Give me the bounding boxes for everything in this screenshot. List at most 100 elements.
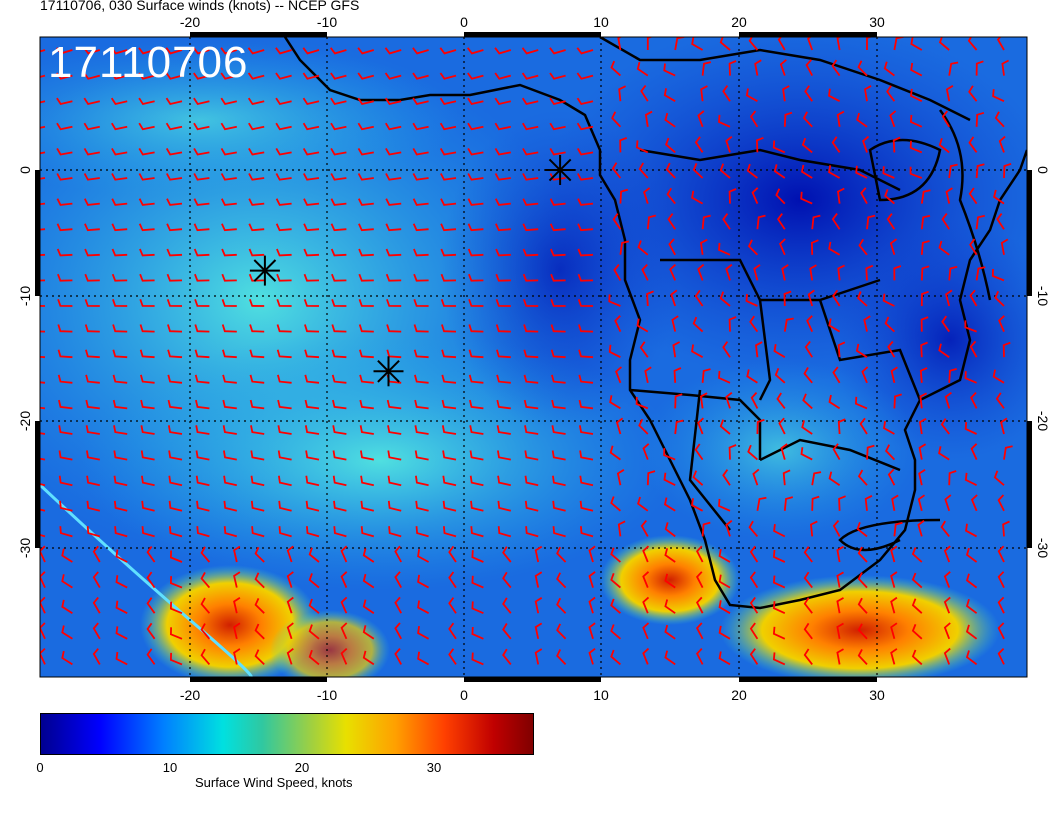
wind-barb — [777, 37, 786, 51]
wind-barb — [534, 622, 543, 639]
wind-barb — [247, 47, 265, 55]
wind-barb — [747, 444, 758, 461]
wind-barb — [221, 248, 237, 257]
wind-barb — [965, 624, 978, 640]
wind-barb — [642, 571, 650, 588]
wind-barb — [412, 173, 429, 181]
wind-barb — [358, 299, 374, 307]
wind-barb — [777, 213, 786, 230]
wind-barb — [195, 425, 210, 435]
wind-barb — [522, 198, 539, 206]
wind-barb — [417, 574, 430, 589]
wind-barb — [138, 223, 155, 232]
wind-barb — [331, 374, 347, 384]
wind-barb — [719, 163, 731, 179]
wind-barb — [994, 111, 1005, 128]
wind-barb — [40, 571, 46, 588]
wind-barb — [86, 526, 101, 538]
wind-barb — [664, 650, 676, 666]
wind-barb — [615, 366, 622, 384]
wind-barb — [415, 526, 429, 538]
wind-barb — [358, 248, 374, 257]
wind-barb — [83, 97, 101, 106]
wind-barb — [803, 546, 813, 563]
wind-barb — [166, 248, 183, 257]
wind-barb — [917, 519, 925, 537]
wind-barb — [394, 545, 402, 563]
wind-barb — [110, 97, 128, 106]
wind-barb — [303, 299, 320, 307]
wind-barb — [944, 391, 952, 409]
wind-barb — [448, 622, 457, 640]
wind-barb — [755, 136, 764, 153]
wind-barb — [615, 417, 624, 435]
wind-barb — [610, 624, 621, 640]
wind-barb — [167, 324, 183, 333]
wind-barb — [578, 324, 594, 333]
wind-barb — [640, 520, 649, 537]
wind-barb — [223, 475, 237, 487]
lat-label-left-3: -20 — [17, 411, 33, 431]
wind-barb — [40, 545, 46, 563]
wind-barb — [61, 650, 73, 666]
wind-barb — [249, 399, 265, 410]
wind-barb — [494, 72, 512, 80]
wind-barb — [330, 72, 347, 80]
wind-barb — [691, 498, 704, 512]
wind-barb — [728, 188, 737, 204]
wind-barb — [115, 651, 128, 666]
wind-barb — [577, 248, 594, 257]
wind-barb — [831, 136, 841, 153]
wind-barb — [970, 443, 978, 460]
wind-barb — [748, 520, 759, 537]
wind-barb — [745, 88, 758, 102]
wind-barb — [752, 468, 760, 486]
wind-barb — [832, 366, 841, 384]
wind-barb — [828, 394, 841, 410]
wind-barb — [550, 248, 566, 257]
wind-barb — [964, 422, 977, 435]
wind-barb — [467, 198, 484, 206]
wind-barb — [358, 273, 374, 282]
wind-barb — [859, 417, 868, 435]
wind-barb — [579, 475, 594, 487]
wind-barb — [194, 324, 210, 333]
wind-barb — [467, 173, 484, 181]
wind-barb — [975, 163, 985, 179]
wind-barb — [83, 198, 100, 206]
wind-barb — [994, 290, 1005, 307]
wind-barb — [139, 248, 155, 257]
wind-barb — [1003, 162, 1012, 179]
wind-barb — [302, 47, 320, 55]
wind-barb — [749, 596, 759, 614]
wind-barb — [494, 97, 512, 106]
wind-barb — [387, 500, 402, 512]
wind-barb — [83, 72, 101, 80]
wind-barb — [58, 450, 73, 461]
wind-barb — [83, 173, 100, 181]
wind-barb — [138, 122, 155, 131]
wind-barb — [746, 163, 758, 179]
wind-barb — [84, 248, 100, 257]
wind-barb — [646, 290, 654, 307]
wind-barb — [362, 650, 375, 666]
wind-barb — [470, 500, 484, 512]
wind-barb — [85, 349, 100, 359]
wind-barb — [138, 72, 155, 80]
wind-barb — [941, 315, 950, 333]
wind-barb — [635, 140, 649, 154]
lon-label-top-3: 0 — [460, 14, 468, 30]
wind-barb — [577, 223, 594, 232]
wind-barb — [387, 425, 402, 435]
wind-barb — [754, 59, 762, 76]
wind-barb — [340, 545, 348, 563]
wind-barb — [139, 324, 155, 333]
wind-barb — [194, 273, 210, 282]
wind-barb — [286, 647, 294, 665]
wind-barb — [413, 273, 429, 282]
wind-barb — [642, 596, 650, 614]
wind-barb — [340, 647, 348, 665]
wind-barb — [618, 85, 626, 102]
wind-barb — [359, 399, 374, 410]
wind-barb — [811, 471, 822, 486]
